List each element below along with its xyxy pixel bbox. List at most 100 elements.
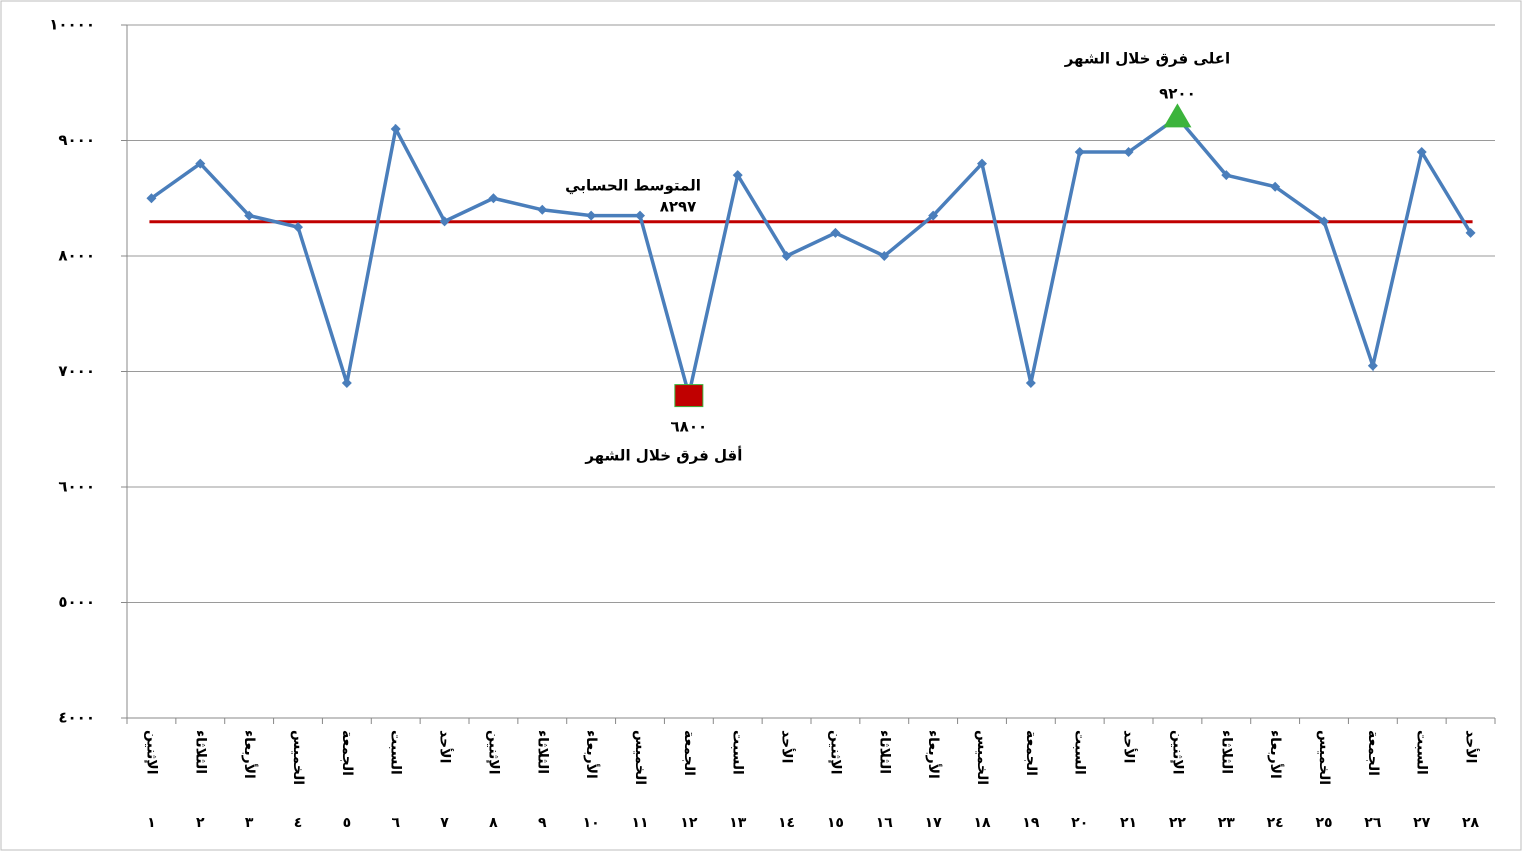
x-tick-label: الثلاثاء [192,730,208,774]
data-point [1465,227,1476,238]
day-label: ٢٠ [1071,815,1088,831]
data-point [781,251,792,261]
data-point [390,123,401,134]
day-label: ١٥ [827,815,844,831]
x-tick-label: الإثنين [143,730,159,775]
day-label: ١٢ [680,815,698,831]
data-point [1025,378,1036,389]
x-tick-label: الجمعة [1023,730,1039,776]
min-label: ٦٨٠٠ [671,418,708,436]
y-tick-label: ٤٠٠٠ [58,709,95,727]
day-label: ٢٧ [1413,815,1431,831]
day-label: ٢ [196,815,205,831]
data-point [1074,147,1085,158]
day-label: ٦ [391,815,400,831]
day-label: ٢٥ [1315,815,1332,831]
day-label: ٢٦ [1364,815,1382,831]
data-point [195,158,206,169]
x-tick-label: الثلاثاء [876,730,892,774]
data-point [1221,170,1232,181]
data-point [977,158,987,169]
x-tick-label: الأربعاء [925,730,942,779]
data-point [244,210,255,221]
day-label: ٢٨ [1462,815,1480,831]
y-tick-label: ٨٠٠٠ [58,247,95,265]
data-point [1416,147,1427,158]
x-tick-label: السبت [1072,730,1088,775]
day-label: ١٨ [973,815,991,831]
x-tick-label: الجمعة [339,730,355,776]
day-label: ١٧ [925,815,943,831]
data-point [1367,360,1378,371]
day-label: ١٩ [1022,815,1040,831]
x-tick-label: الأحد [1121,730,1138,763]
x-tick-label: السبت [730,730,746,775]
x-tick-label: الأحد [1463,730,1480,763]
data-line [150,115,1473,396]
data-point [1270,181,1281,192]
day-label: ٢٢ [1169,815,1187,831]
day-label: ٢٤ [1267,815,1284,831]
x-tick-label: الجمعة [681,730,697,776]
data-point [879,251,890,261]
data-point [732,170,743,181]
day-label: ٤ [294,815,303,831]
max-label: ٩٢٠٠ [1159,85,1196,103]
day-label: ٨ [489,815,498,831]
data-point [488,193,499,204]
data-point [341,378,352,389]
day-label: ١٦ [876,815,894,831]
data-point [635,210,645,221]
data-point [146,193,157,204]
day-label: ٣ [245,815,254,831]
data-point [293,222,303,233]
x-tick-label: الأربعاء [241,730,258,779]
min-marker [674,384,704,408]
x-tick-label: الأربعاء [583,730,600,779]
data-point [830,227,841,238]
data-point [439,216,450,227]
x-tick-label: الخميس [1316,730,1332,785]
x-tick-label: الإثنين [485,730,501,775]
day-label: ١٣ [729,815,747,831]
day-label: ١ [147,815,156,831]
y-tick-label: ١٠٠٠٠ [49,16,95,34]
x-tick-label: الأربعاء [1267,730,1284,779]
data-point [586,210,597,221]
day-label: ٩ [538,815,547,831]
x-tick-label: الخميس [290,730,306,785]
day-label: ١٤ [778,815,795,831]
x-tick-label: الخميس [632,730,648,785]
x-tick-label: الإثنين [827,730,843,775]
x-tick-label: الثلاثاء [534,730,550,774]
x-tick-label: السبت [388,730,404,775]
day-label: ٢٣ [1218,815,1236,831]
x-tick-label: الثلاثاء [1218,730,1234,774]
max-marker [1163,103,1192,128]
x-tick-label: السبت [1414,730,1430,775]
data-point [1319,216,1329,227]
day-label: ١١ [631,815,648,831]
data-point [928,210,939,221]
y-tick-label: ٧٠٠٠ [58,362,95,380]
x-tick-label: الأحد [779,730,796,763]
day-label: ٧ [440,815,449,831]
x-tick-label: الإثنين [1169,730,1185,775]
max-title: اعلى فرق خلال الشهر [1064,50,1230,68]
y-tick-label: ٩٠٠٠ [58,131,95,149]
mean-title: المتوسط الحسابي [565,177,701,195]
day-label: ٥ [343,815,352,831]
mean-label: ٨٢٩٧ [660,198,697,216]
x-tick-label: الأحد [437,730,454,763]
y-tick-label: ٥٠٠٠ [58,593,95,611]
day-label: ٢١ [1120,815,1137,831]
min-title: أقل فرق خلال الشهر [584,446,742,465]
x-tick-label: الخميس [974,730,990,785]
x-tick-label: الجمعة [1365,730,1381,776]
y-tick-label: ٦٠٠٠ [58,478,95,496]
data-point [1123,147,1134,158]
day-label: ١٠ [583,815,600,831]
data-point [537,204,548,215]
